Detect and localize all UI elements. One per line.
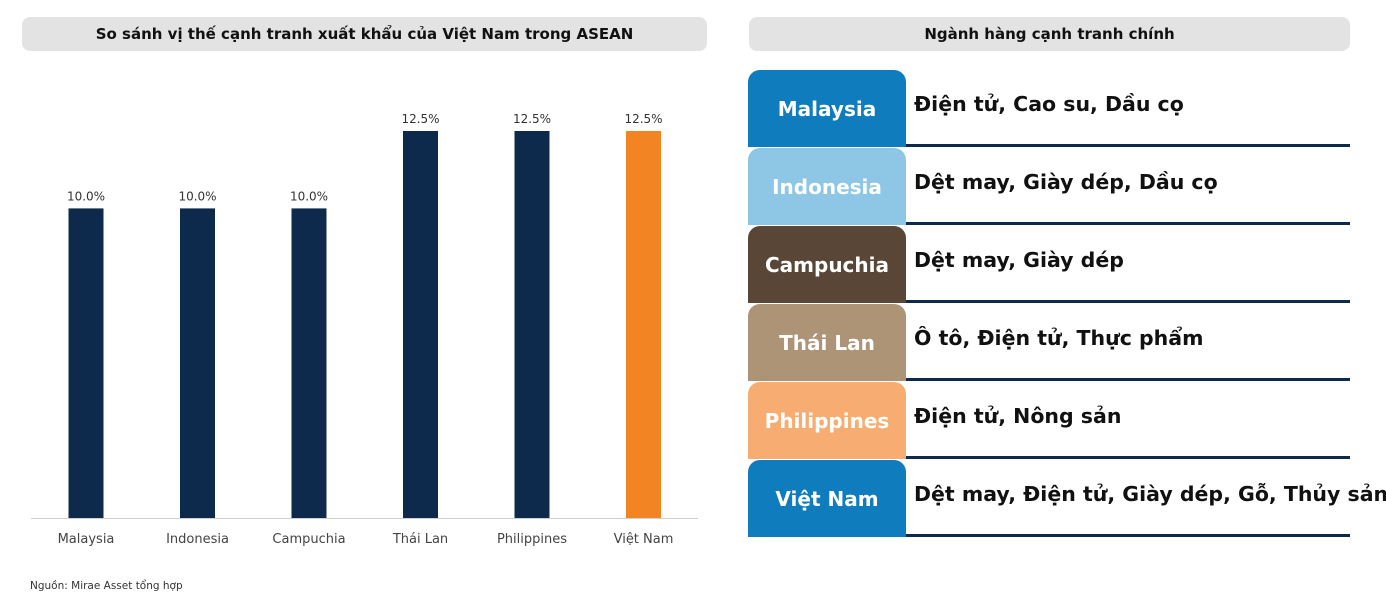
bar [626,131,661,518]
x-tick-label: Philippines [497,532,567,547]
industry-row: Thái Lan Ô tô, Điện tử, Thực phẩm [748,304,1350,381]
country-label: Campuchia [748,226,906,303]
x-tick-label: Thái Lan [392,532,448,547]
data-label: 12.5% [624,112,662,126]
source-note: Nguồn: Mirae Asset tổng hợp [30,580,183,592]
country-label: Malaysia [748,70,906,147]
bar-chart: 10.0% Malaysia 10.0% Indonesia 10.0% Campuchi… [31,112,698,547]
bar [180,208,215,518]
country-label: Indonesia [748,148,906,225]
industries-text: Dệt may, Điện tử, Giày dép, Gỗ, Thủy sản [914,482,1386,506]
data-label: 10.0% [67,189,105,203]
data-label: 12.5% [401,112,439,126]
industries-title: Ngành hàng cạnh tranh chính [749,17,1350,51]
country-label: Thái Lan [748,304,906,381]
row-divider [906,222,1350,225]
data-label: 10.0% [290,189,328,203]
industries-text: Ô tô, Điện tử, Thực phẩm [914,326,1204,350]
bar [403,131,438,518]
industries-text: Dệt may, Giày dép, Dầu cọ [914,170,1218,194]
row-divider [906,300,1350,303]
industries-text: Dệt may, Giày dép [914,248,1124,272]
industry-row: Indonesia Dệt may, Giày dép, Dầu cọ [748,148,1350,225]
industry-row: Malaysia Điện tử, Cao su, Dầu cọ [748,70,1350,147]
industries-text: Điện tử, Nông sản [914,404,1122,428]
row-divider [906,144,1350,147]
industry-row: Philippines Điện tử, Nông sản [748,382,1350,459]
x-tick-label: Campuchia [272,532,345,547]
industry-row: Campuchia Dệt may, Giày dép [748,226,1350,303]
industry-row: Việt Nam Dệt may, Điện tử, Giày dép, Gỗ, … [748,460,1386,537]
x-tick-label: Indonesia [166,532,229,547]
row-divider [906,534,1350,537]
x-tick-label: Malaysia [58,532,115,547]
data-label: 10.0% [178,189,216,203]
bar [291,208,327,518]
bar [514,131,550,518]
chart-title: So sánh vị thế cạnh tranh xuất khẩu của … [22,17,707,51]
country-label: Philippines [748,382,906,459]
row-divider [906,378,1350,381]
data-label: 12.5% [513,112,551,126]
x-tick-label: Việt Nam [614,532,674,547]
row-divider [906,456,1350,459]
industries-text: Điện tử, Cao su, Dầu cọ [914,92,1184,116]
country-label: Việt Nam [748,460,906,537]
bar [68,208,104,518]
